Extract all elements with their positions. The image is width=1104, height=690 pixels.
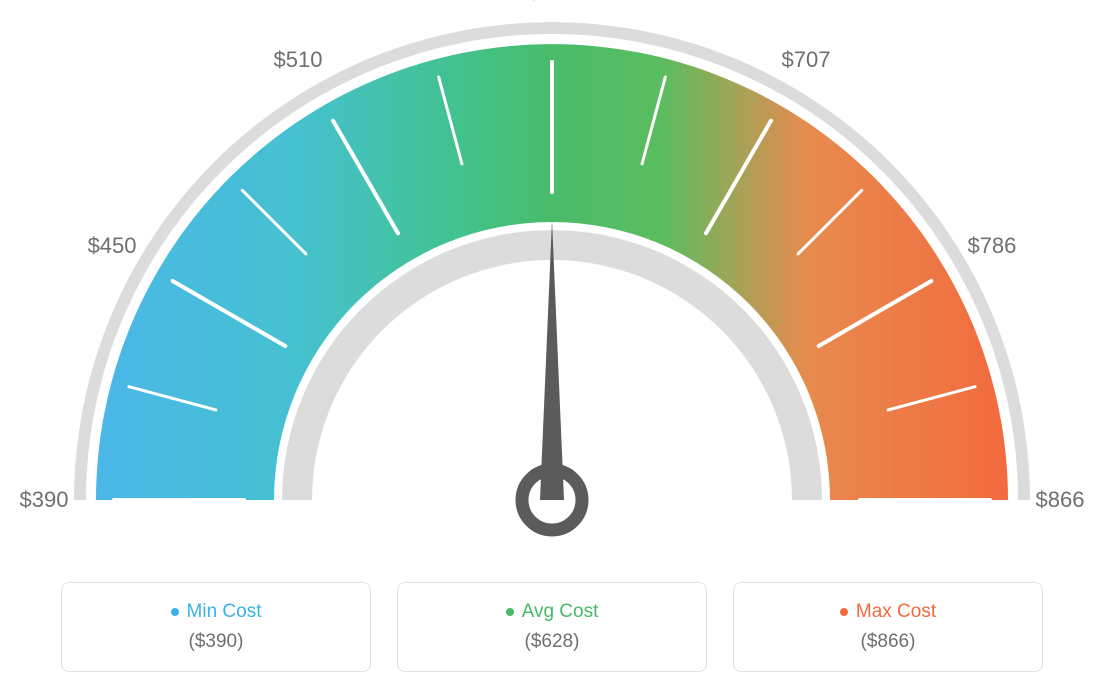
legend-min-top: Min Cost <box>171 601 262 623</box>
legend-min-value: ($390) <box>189 631 244 653</box>
legend-min-label: Min Cost <box>187 601 262 623</box>
legend-card-avg: Avg Cost ($628) <box>397 582 707 672</box>
legend-dot-avg <box>506 608 514 616</box>
legend-dot-min <box>171 608 179 616</box>
legend-dot-max <box>840 608 848 616</box>
legend-card-min: Min Cost ($390) <box>61 582 371 672</box>
legend-card-max: Max Cost ($866) <box>733 582 1043 672</box>
legend-max-label: Max Cost <box>856 601 936 623</box>
legend-avg-top: Avg Cost <box>506 601 599 623</box>
gauge-tick-label: $707 <box>782 47 831 73</box>
gauge-tick-label: $866 <box>1036 487 1085 513</box>
legend-max-value: ($866) <box>861 631 916 653</box>
gauge-svg <box>0 0 1104 560</box>
legend-row: Min Cost ($390) Avg Cost ($628) Max Cost… <box>0 582 1104 672</box>
gauge-tick-label: $786 <box>967 233 1016 259</box>
legend-max-top: Max Cost <box>840 601 936 623</box>
cost-gauge-chart: $390 $450 $510 $628 $707 $786 $866 Min Cost ($… <box>0 0 1104 690</box>
gauge-tick-label: $510 <box>274 47 323 73</box>
gauge-tick-label: $390 <box>20 487 69 513</box>
legend-avg-value: ($628) <box>525 631 580 653</box>
gauge-tick-label: $450 <box>88 233 137 259</box>
legend-avg-label: Avg Cost <box>522 601 599 623</box>
gauge-tick-label: $628 <box>528 0 577 5</box>
gauge-area: $390 $450 $510 $628 $707 $786 $866 <box>0 0 1104 560</box>
